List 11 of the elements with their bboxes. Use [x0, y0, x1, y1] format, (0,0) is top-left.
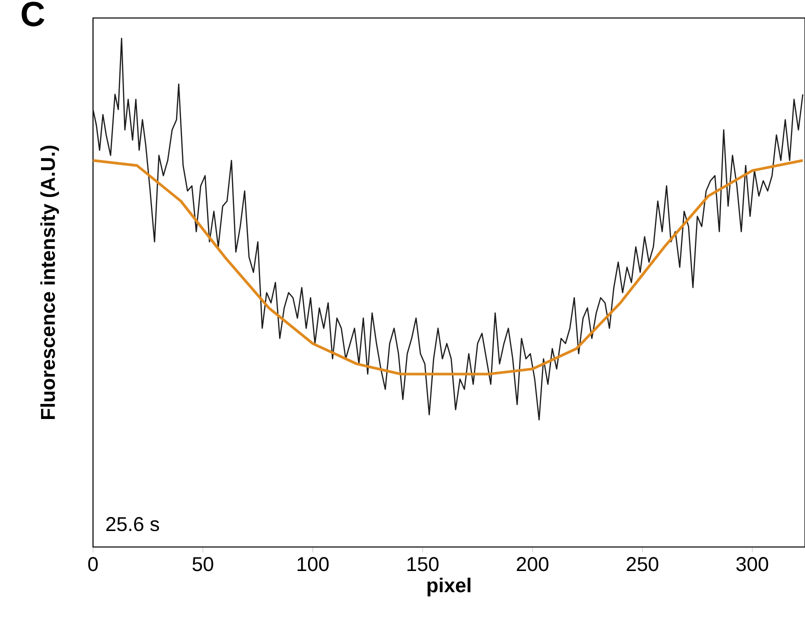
x-tick-label: 300 [736, 557, 768, 572]
text: C [22, 2, 44, 26]
x-tick-label: 0 [88, 557, 98, 572]
x-tick-label: 250 [626, 557, 658, 572]
annotation: 25.6 s [106, 517, 159, 532]
x-tick-label: 150 [407, 557, 439, 572]
x-tick-label: 50 [192, 557, 214, 572]
x-axis-title: pixel [428, 578, 470, 596]
x-tick-label: 200 [516, 557, 548, 572]
y-axis-title: Fluorescence intensity (A.U.) [40, 146, 59, 419]
x-tick-label: 100 [298, 557, 329, 572]
